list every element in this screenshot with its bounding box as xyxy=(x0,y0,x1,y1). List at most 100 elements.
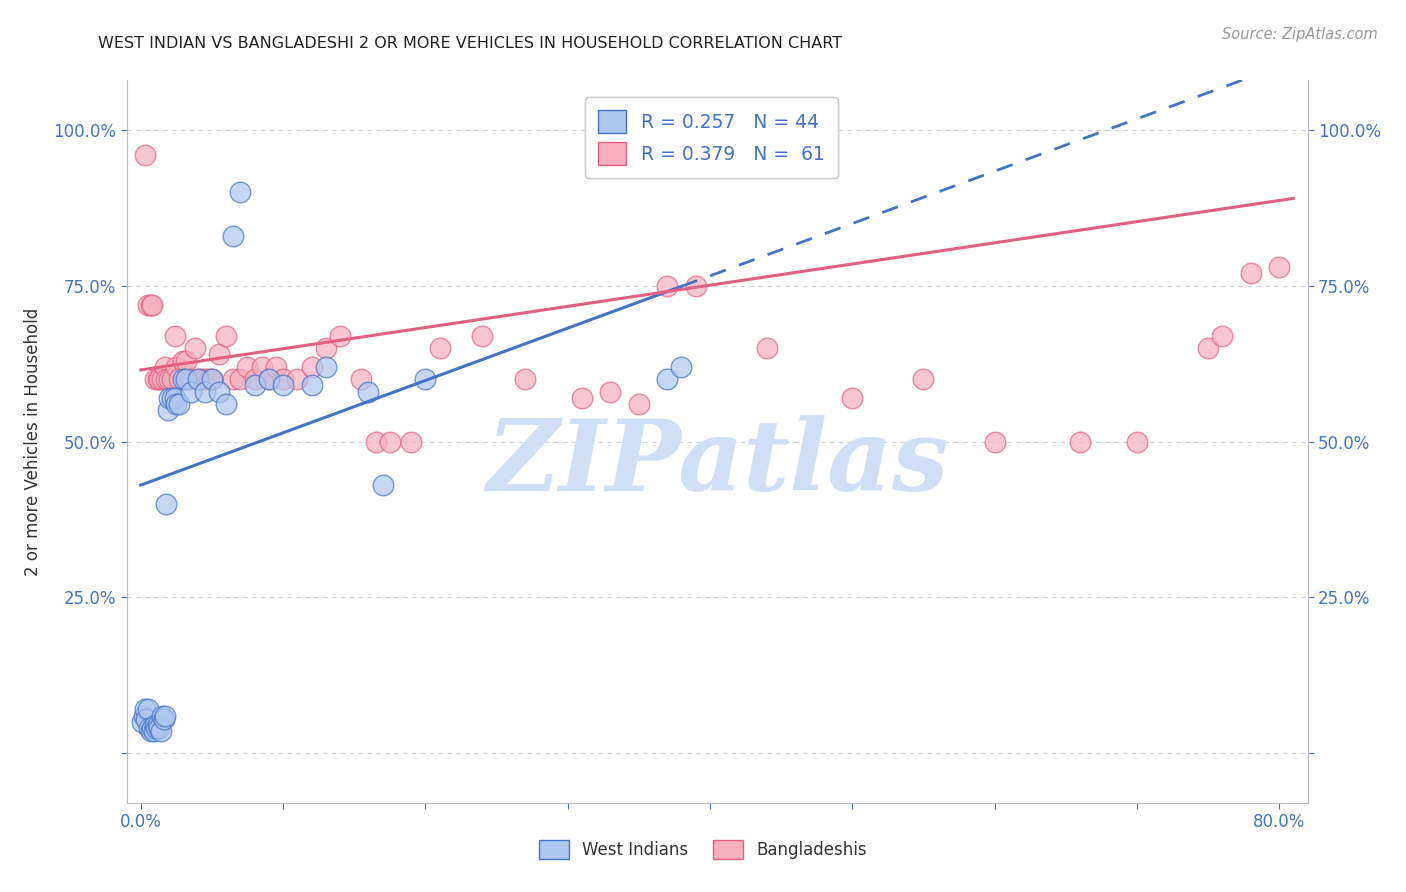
Legend: West Indians, Bangladeshis: West Indians, Bangladeshis xyxy=(531,833,875,866)
Point xyxy=(301,378,323,392)
Point xyxy=(148,372,170,386)
Point xyxy=(215,397,238,411)
Point xyxy=(163,328,186,343)
Point xyxy=(599,384,621,399)
Legend: R = 0.257   N = 44, R = 0.379   N =  61: R = 0.257 N = 44, R = 0.379 N = 61 xyxy=(585,97,838,178)
Point xyxy=(139,297,162,311)
Point xyxy=(415,372,437,386)
Point xyxy=(229,186,252,200)
Point xyxy=(176,372,198,386)
Point xyxy=(180,384,202,399)
Point xyxy=(208,384,231,399)
Point xyxy=(571,391,593,405)
Point xyxy=(301,359,323,374)
Point xyxy=(149,724,172,739)
Point xyxy=(685,278,707,293)
Point xyxy=(201,372,224,386)
Point xyxy=(172,372,194,386)
Point xyxy=(148,721,170,735)
Point xyxy=(157,372,180,386)
Point xyxy=(1069,434,1091,449)
Text: ZIPatlas: ZIPatlas xyxy=(486,415,948,511)
Point xyxy=(471,328,494,343)
Point xyxy=(167,397,190,411)
Point xyxy=(152,712,174,726)
Point xyxy=(215,328,238,343)
Point xyxy=(135,712,157,726)
Point xyxy=(271,372,294,386)
Point xyxy=(134,148,156,162)
Point xyxy=(187,372,209,386)
Point xyxy=(172,353,194,368)
Point xyxy=(138,721,160,735)
Point xyxy=(146,718,169,732)
Point xyxy=(983,434,1005,449)
Point xyxy=(180,372,202,386)
Point xyxy=(912,372,935,386)
Point xyxy=(264,359,287,374)
Point xyxy=(134,702,156,716)
Point xyxy=(163,391,186,405)
Point xyxy=(155,497,177,511)
Point xyxy=(143,372,166,386)
Point xyxy=(146,372,169,386)
Point xyxy=(198,372,221,386)
Point xyxy=(194,372,217,386)
Point xyxy=(657,278,679,293)
Point xyxy=(364,434,387,449)
Point xyxy=(194,384,217,399)
Point xyxy=(513,372,536,386)
Point xyxy=(429,341,451,355)
Point xyxy=(329,328,352,343)
Point xyxy=(165,359,187,374)
Point xyxy=(250,359,273,374)
Point xyxy=(1240,266,1263,280)
Point xyxy=(190,372,212,386)
Point xyxy=(315,359,337,374)
Point xyxy=(285,372,308,386)
Point xyxy=(671,359,693,374)
Point xyxy=(222,229,245,244)
Point xyxy=(229,372,252,386)
Point xyxy=(156,403,179,417)
Point xyxy=(257,372,280,386)
Point xyxy=(657,372,679,386)
Point xyxy=(184,341,207,355)
Point xyxy=(236,359,259,374)
Point xyxy=(153,359,176,374)
Point xyxy=(350,372,373,386)
Point xyxy=(357,384,380,399)
Point xyxy=(243,378,266,392)
Point xyxy=(167,372,190,386)
Point xyxy=(136,702,159,716)
Point xyxy=(315,341,337,355)
Point xyxy=(222,372,245,386)
Point xyxy=(141,297,163,311)
Point xyxy=(257,372,280,386)
Point xyxy=(139,724,162,739)
Point xyxy=(155,372,177,386)
Point xyxy=(841,391,863,405)
Point xyxy=(1268,260,1291,274)
Point xyxy=(187,372,209,386)
Y-axis label: 2 or more Vehicles in Household: 2 or more Vehicles in Household xyxy=(24,308,42,575)
Point xyxy=(208,347,231,361)
Point xyxy=(1197,341,1219,355)
Point xyxy=(150,372,173,386)
Point xyxy=(131,714,153,729)
Point xyxy=(378,434,401,449)
Point xyxy=(201,372,224,386)
Point xyxy=(157,391,180,405)
Point xyxy=(271,378,294,392)
Text: WEST INDIAN VS BANGLADESHI 2 OR MORE VEHICLES IN HOUSEHOLD CORRELATION CHART: WEST INDIAN VS BANGLADESHI 2 OR MORE VEH… xyxy=(98,36,842,51)
Point xyxy=(371,478,394,492)
Point xyxy=(153,708,176,723)
Point xyxy=(1126,434,1149,449)
Point xyxy=(627,397,650,411)
Point xyxy=(136,297,159,311)
Point xyxy=(160,391,183,405)
Point xyxy=(755,341,778,355)
Point xyxy=(141,721,163,735)
Point xyxy=(142,724,165,739)
Point xyxy=(143,718,166,732)
